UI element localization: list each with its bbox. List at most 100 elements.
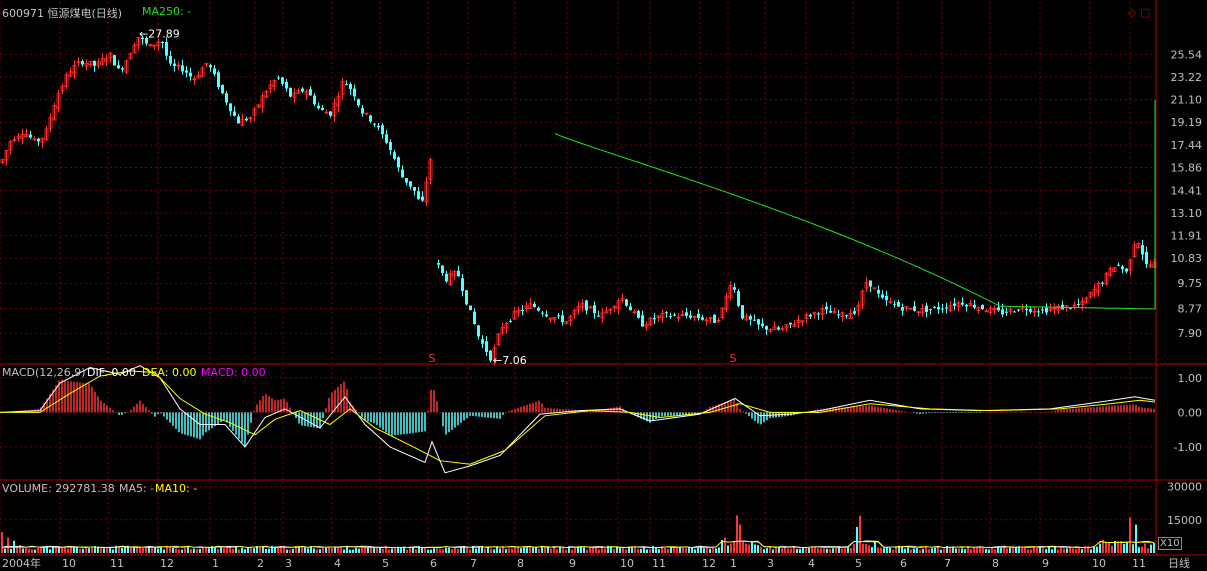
volume-bar (1027, 549, 1029, 553)
volume-bar (208, 548, 210, 553)
period-label[interactable]: 日线 (1168, 557, 1190, 570)
chart-axes: 2004年 10 11 12 1 2 3 4 5 6 7 8 9 10 11 12 1 3 4 5 6 7 8 9 10 1125… (2, 27, 1202, 570)
candle-body (620, 297, 625, 301)
candle-body (289, 87, 292, 97)
volume-bar (382, 548, 384, 553)
x-tick-label: 8 (517, 557, 524, 570)
volume-bar (655, 546, 657, 553)
volume-bar (34, 549, 36, 553)
volume-bar (1063, 548, 1065, 553)
volume-bar (244, 549, 246, 553)
volume-bar (889, 547, 891, 553)
candle-body (893, 303, 896, 305)
volume-bar (850, 548, 852, 553)
volume-bar (289, 549, 291, 553)
candle-body (88, 61, 93, 66)
volume-bar (181, 549, 183, 553)
candle-body (8, 141, 13, 151)
candle-body (108, 52, 113, 59)
volume-bar (853, 543, 855, 553)
price-tick-label: 14.41 (1171, 184, 1203, 197)
volume-bar (70, 546, 72, 553)
candle-body (576, 306, 581, 311)
volume-bar (286, 549, 288, 553)
candle-body (704, 319, 709, 322)
volume-bar (1078, 547, 1080, 553)
candle-body (753, 319, 756, 321)
volume-bar (313, 548, 315, 553)
candle-body (217, 72, 220, 88)
candle-body (340, 80, 345, 95)
volume-bar (22, 548, 24, 553)
volume-bar (187, 546, 189, 553)
volume-bar (790, 548, 792, 553)
volume-bar (1012, 545, 1014, 553)
candle-body (176, 64, 181, 67)
volume-bar (82, 548, 84, 553)
volume-bar (1, 531, 3, 553)
candle-body (832, 310, 837, 314)
candle-body (1084, 297, 1089, 304)
volume-bar (1054, 547, 1056, 553)
price-tick-label: 23.22 (1171, 71, 1203, 84)
candle-body (281, 77, 284, 84)
volume-label: VOLUME: 292781.38 (2, 482, 115, 495)
candle-body (697, 313, 700, 318)
volume-bar (103, 548, 105, 553)
volume-bar (127, 545, 129, 553)
x-tick-label: 3 (767, 557, 774, 570)
volume-bar (970, 549, 972, 553)
candle-body (973, 304, 976, 308)
volume-bar (739, 524, 741, 553)
candle-body (84, 63, 89, 67)
candle-body (81, 61, 84, 65)
candle-body (820, 308, 825, 315)
candle-body (768, 329, 773, 332)
volume-bar (1132, 544, 1134, 553)
x-tick-label: 1 (730, 557, 737, 570)
volume-bar (544, 546, 546, 553)
volume-bar (49, 549, 51, 553)
volume-bar (919, 549, 921, 553)
candle-body (413, 187, 416, 191)
volume-bar (607, 545, 609, 553)
volume-bar (550, 548, 552, 553)
candle-body (625, 299, 628, 306)
candle-body (953, 303, 956, 306)
volume-bar (163, 549, 165, 553)
volume-bar (139, 547, 141, 553)
window-control-icons[interactable]: ◇ ▢ (1128, 6, 1151, 19)
volume-bar (1075, 548, 1077, 553)
candle-body (1092, 288, 1097, 296)
candle-body (189, 72, 192, 77)
candle-body (908, 307, 913, 310)
volume-bar (73, 547, 75, 553)
candle-body (516, 309, 521, 313)
macd-tick-label: 0.00 (1178, 406, 1203, 419)
volume-bar (700, 545, 702, 553)
candle-body (481, 339, 484, 344)
volume-bar (343, 549, 345, 553)
volume-bar (487, 546, 489, 553)
candle-body (148, 43, 153, 47)
volume-bar (598, 549, 600, 553)
volume-bar (841, 548, 843, 553)
volume-bar (631, 546, 633, 553)
candle-body (1145, 251, 1148, 265)
volume-bar (688, 547, 690, 553)
volume-bar (961, 548, 963, 553)
volume-bar (118, 546, 120, 553)
volume-bar (76, 546, 78, 553)
volume-bar (565, 549, 567, 553)
high-price-annotation: ←27.89 (139, 27, 180, 40)
candle-body (37, 138, 40, 142)
candle-body (853, 311, 856, 314)
volume-bar (730, 543, 732, 553)
candle-body (564, 321, 569, 325)
volume-bar (136, 546, 138, 553)
candle-body (956, 302, 961, 307)
volume-bar (817, 548, 819, 553)
candle-body (1136, 242, 1141, 248)
volume-bar (199, 549, 201, 553)
volume-bar (250, 547, 252, 553)
